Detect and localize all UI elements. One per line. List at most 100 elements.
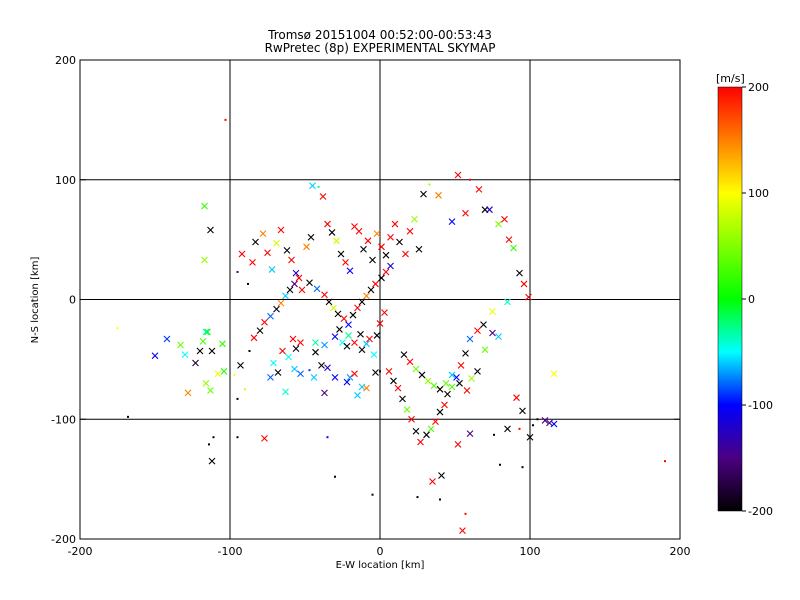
data-point-cross — [394, 384, 402, 392]
data-point-cross — [486, 206, 493, 214]
data-point-cross — [412, 427, 420, 435]
colorbar-label: [m/s] — [716, 72, 745, 85]
data-point-cross — [489, 329, 496, 337]
data-point-cross — [297, 370, 304, 378]
data-point-cross — [430, 382, 438, 390]
data-point-cross — [349, 311, 357, 319]
data-point-cross — [261, 435, 268, 442]
data-point-cross — [520, 280, 528, 288]
data-point-cross — [385, 367, 393, 375]
data-point-cross — [295, 274, 303, 282]
data-point-cross — [468, 375, 475, 382]
data-point-cross — [207, 387, 214, 394]
data-point-cross — [313, 285, 321, 293]
data-point-dot — [664, 460, 666, 463]
x-tick-label: -100 — [218, 545, 243, 558]
data-point-cross — [387, 262, 394, 270]
data-point-cross — [208, 457, 216, 465]
data-point-cross — [333, 237, 340, 245]
data-point-cross — [270, 359, 277, 367]
x-tick-label: 0 — [377, 545, 384, 558]
x-axis-label: E-W location [km] — [336, 560, 425, 571]
data-point-cross — [346, 373, 354, 381]
data-point-cross — [417, 438, 424, 446]
data-point-cross — [177, 341, 184, 349]
colorbar-tick-label: -100 — [748, 399, 773, 412]
data-point-cross — [448, 371, 456, 379]
data-point-cross — [504, 298, 511, 306]
colorbar-ticks: -200 -100 0 100 200 — [742, 81, 773, 518]
data-point-cross — [403, 406, 411, 414]
data-point-dot — [308, 369, 311, 372]
data-point-cross — [474, 367, 481, 375]
data-point-cross — [354, 391, 361, 399]
data-point-cross — [319, 193, 327, 200]
data-point-cross — [268, 266, 276, 273]
data-point-cross — [432, 418, 439, 426]
data-point-dot — [521, 466, 524, 469]
data-point-cross — [196, 347, 204, 355]
data-point-cross — [339, 339, 346, 346]
data-point-cross — [343, 378, 351, 386]
data-point-dot — [212, 436, 215, 439]
data-point-cross — [454, 171, 462, 179]
data-point-cross — [358, 346, 366, 354]
data-point-cross — [184, 389, 192, 397]
data-point-cross — [330, 304, 337, 312]
data-point-cross — [277, 226, 285, 234]
data-point-dot — [317, 185, 320, 188]
data-point-dot — [236, 270, 239, 273]
data-point-cross — [204, 328, 211, 336]
data-point-cross — [181, 351, 189, 358]
colorbar-tick-label: 100 — [748, 187, 769, 200]
data-point-cross — [192, 359, 199, 367]
data-point-cross — [291, 280, 298, 288]
data-point-cross — [292, 269, 300, 277]
data-point-cross — [448, 383, 456, 391]
data-point-dot — [518, 427, 521, 430]
y-tick-label: 0 — [69, 294, 76, 307]
data-point-cross — [495, 220, 502, 228]
data-point-cross — [351, 339, 358, 346]
data-point-cross — [382, 251, 390, 259]
data-point-cross — [370, 351, 378, 358]
data-point-cross — [273, 305, 280, 313]
data-point-cross — [321, 389, 328, 397]
data-point-cross — [273, 239, 280, 247]
data-point-cross — [298, 286, 306, 294]
data-point-cross — [363, 384, 370, 392]
data-point-cross — [525, 293, 532, 301]
data-point-cross — [462, 209, 469, 217]
data-point-cross — [435, 191, 442, 199]
data-point-cross — [481, 346, 489, 354]
data-point-cross — [364, 237, 372, 245]
data-point-cross — [288, 256, 295, 264]
data-point-cross — [250, 334, 258, 342]
data-point-cross — [259, 230, 267, 238]
colorbar-tick-label: -200 — [748, 505, 773, 518]
data-point-cross — [382, 268, 390, 276]
x-tick-label: 100 — [520, 545, 541, 558]
data-point-cross — [480, 321, 487, 329]
data-point-cross — [346, 267, 354, 275]
data-point-cross — [279, 347, 286, 355]
data-point-dot — [116, 327, 119, 330]
data-point-cross — [283, 247, 291, 254]
data-point-cross — [207, 226, 214, 234]
data-point-cross — [360, 245, 367, 253]
data-point-cross — [510, 244, 517, 252]
data-point-cross — [372, 280, 379, 288]
data-point-cross — [289, 335, 297, 343]
data-point-cross — [489, 308, 496, 315]
data-point-cross — [237, 361, 244, 369]
data-point-cross — [312, 339, 319, 346]
data-point-cross — [336, 326, 343, 333]
data-point-cross — [519, 407, 526, 415]
data-point-cross — [328, 229, 336, 236]
data-point-cross — [285, 353, 292, 361]
data-point-cross — [202, 328, 210, 336]
data-point-cross — [307, 233, 315, 241]
data-point-cross — [429, 478, 436, 485]
data-point-cross — [321, 341, 328, 349]
